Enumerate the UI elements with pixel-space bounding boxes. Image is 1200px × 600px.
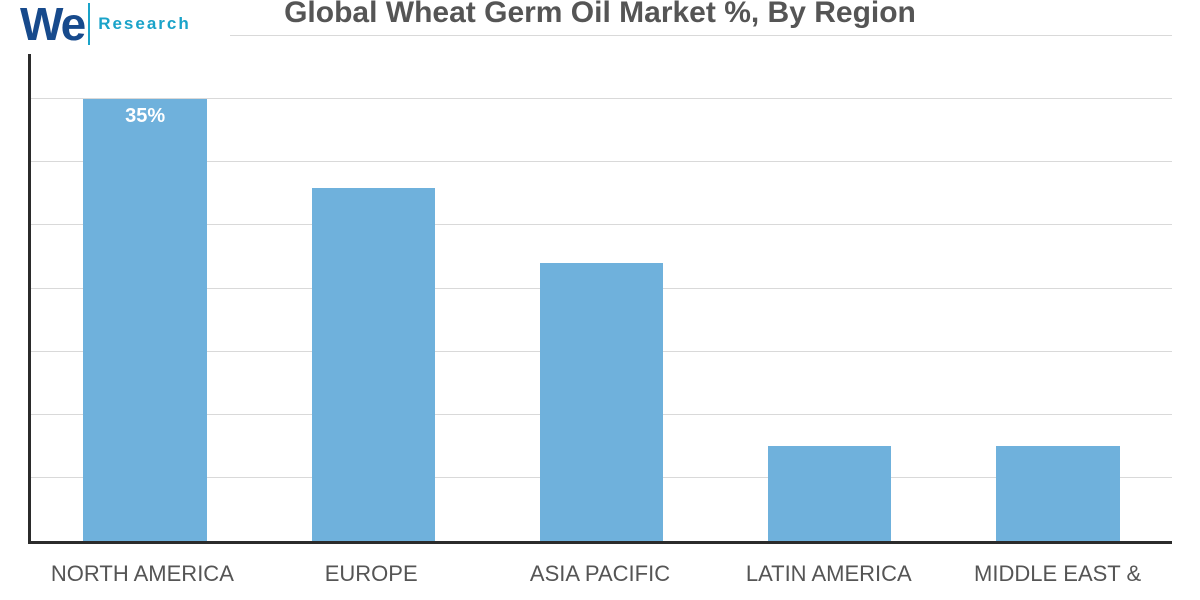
- plot-area: 35%: [28, 36, 1172, 544]
- logo-subtext: Research: [98, 14, 191, 34]
- bar-slot: 35%: [31, 36, 259, 541]
- bar-slot: [487, 36, 715, 541]
- brand-logo: We Research: [20, 0, 230, 54]
- logo-divider: [88, 3, 90, 45]
- bar-slot: [716, 36, 944, 541]
- x-axis-label: ASIA PACIFIC: [486, 548, 715, 600]
- bar: [768, 446, 891, 541]
- chart-frame: We Research Global Wheat Germ Oil Market…: [0, 0, 1200, 600]
- x-axis-label: EUROPE: [257, 548, 486, 600]
- bar-slot: [259, 36, 487, 541]
- bars-container: 35%: [31, 36, 1172, 541]
- x-axis-label: LATIN AMERICA: [714, 548, 943, 600]
- bar-slot: [944, 36, 1172, 541]
- bar-value-label: 35%: [83, 105, 206, 128]
- x-axis-labels: NORTH AMERICAEUROPEASIA PACIFICLATIN AME…: [28, 548, 1172, 600]
- bar: [540, 263, 663, 541]
- bar: 35%: [83, 99, 206, 541]
- bar: [312, 188, 435, 542]
- logo-mark: We: [20, 0, 84, 51]
- x-axis-label: MIDDLE EAST &: [943, 548, 1172, 600]
- x-axis-label: NORTH AMERICA: [28, 548, 257, 600]
- bar: [996, 446, 1119, 541]
